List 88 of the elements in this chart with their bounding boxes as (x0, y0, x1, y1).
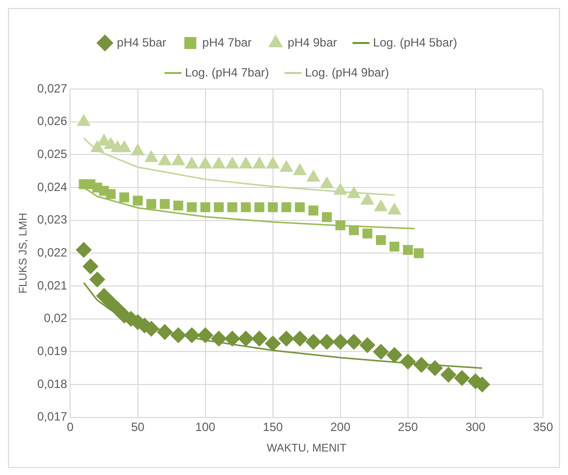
point (254, 202, 264, 212)
point (198, 156, 212, 169)
point (389, 242, 400, 252)
y-tick-label: 0,022 (37, 246, 68, 260)
x-tick-label: 200 (330, 420, 351, 434)
point (360, 192, 374, 205)
legend-label: Log. (pH4 5bar) (373, 35, 458, 50)
point (372, 344, 389, 360)
point (76, 114, 91, 126)
point (173, 200, 184, 211)
point (320, 176, 334, 188)
point (362, 228, 372, 238)
point (387, 202, 402, 215)
point (144, 150, 158, 162)
point (224, 330, 240, 347)
point (279, 160, 294, 172)
legend-label: Log. (pH4 9bar) (305, 65, 390, 80)
point (318, 334, 335, 350)
point (376, 235, 386, 246)
point (106, 189, 116, 200)
point (158, 153, 172, 166)
point (82, 258, 98, 274)
point (306, 170, 320, 182)
point (240, 202, 251, 212)
y-tick-label: 0,018 (37, 376, 68, 391)
point (130, 143, 145, 156)
y-tick-label: 0,019 (37, 344, 68, 358)
point (238, 156, 253, 169)
y-tick-label: 0,026 (37, 114, 68, 128)
legend-label: pH4 5bar (116, 35, 166, 50)
point (212, 156, 226, 169)
point (346, 334, 362, 350)
point (171, 153, 186, 166)
point (374, 199, 388, 212)
y-tick-label: 0,025 (37, 146, 68, 161)
y-axis-title: FLUKS JS, LMH (18, 212, 30, 294)
point (251, 330, 268, 347)
point (117, 140, 132, 152)
point (252, 156, 266, 169)
x-tick-label: 150 (262, 420, 284, 434)
y-tick-label: 0,02 (44, 311, 68, 326)
point (197, 327, 214, 344)
y-tick-label: 0,021 (37, 278, 68, 292)
point (89, 271, 106, 288)
point (278, 330, 294, 347)
point (146, 198, 156, 209)
x-tick-label: 300 (465, 420, 486, 434)
point (454, 370, 470, 386)
point (322, 212, 332, 222)
point (184, 156, 199, 169)
point (160, 198, 170, 209)
point (238, 330, 254, 347)
point (359, 337, 376, 354)
point (294, 202, 305, 212)
point (227, 202, 238, 212)
point (305, 334, 322, 350)
legend-label: pH4 7bar (202, 35, 252, 50)
x-axis-title: WAKTU, MENIT (266, 442, 347, 454)
point (440, 366, 456, 383)
point (414, 248, 424, 258)
point (268, 202, 278, 212)
point (76, 242, 92, 258)
y-tick-label: 0,017 (37, 410, 68, 424)
point (332, 334, 348, 350)
y-tick-label: 0,027 (37, 81, 68, 96)
point (292, 330, 308, 347)
x-tick-label: 50 (131, 420, 145, 434)
legend-label: Log. (pH4 7bar) (184, 65, 270, 80)
x-tick-label: 100 (195, 420, 216, 434)
point (292, 163, 307, 176)
point (214, 202, 224, 212)
point (386, 347, 402, 364)
point (402, 244, 413, 255)
point (225, 156, 240, 169)
x-tick-label: 350 (532, 420, 554, 434)
y-tick-label: 0,023 (37, 212, 68, 227)
point (281, 202, 292, 212)
point (186, 202, 197, 212)
point (132, 196, 143, 206)
x-tick-label: 250 (398, 420, 418, 434)
x-tick-label: 0 (66, 420, 74, 434)
point (200, 202, 210, 212)
point (308, 206, 318, 216)
legend-label: pH4 9bar (288, 35, 338, 50)
point (264, 336, 281, 352)
y-tick-label: 0,024 (37, 180, 68, 194)
point (119, 192, 130, 202)
point (266, 156, 280, 169)
